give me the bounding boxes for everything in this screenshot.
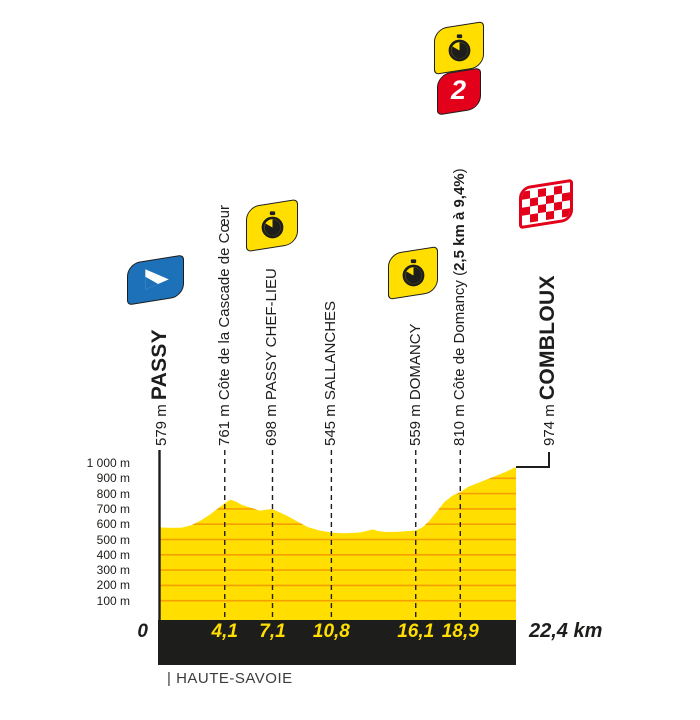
distance-tick-label: 16,1: [397, 621, 435, 642]
distance-bar: [158, 620, 516, 665]
waypoint-label-text: 559 m DOMANCY: [406, 323, 424, 446]
waypoint-label: 545 m SALLANCHES: [321, 301, 341, 446]
distance-tick-label: 4,1: [211, 621, 238, 642]
waypoint-label-text: 579 m: [152, 400, 170, 446]
waypoint-label: 810 m Côte de Domancy (2,5 km à 9,4%): [450, 168, 470, 446]
distance-tick-label: 18,9: [441, 621, 479, 642]
elevation-tick-label: 900 m: [96, 471, 130, 486]
waypoint-label-text: 2,5 km à 9,4%: [451, 173, 469, 271]
waypoint-label: 559 m DOMANCY: [406, 323, 426, 446]
elevation-tick-label: 200 m: [96, 578, 130, 593]
elevation-tick-label: 1 000 m: [86, 456, 130, 470]
waypoint-label-text: PASSY: [147, 329, 171, 401]
chrono-icon: [388, 246, 438, 300]
waypoint-label-text: 974 m: [541, 400, 558, 446]
total-distance-label: 22,4 km: [529, 620, 603, 642]
region-label: | HAUTE-SAVOIE: [167, 670, 293, 687]
elevation-tick-label: 800 m: [96, 486, 130, 501]
stopwatch-glyph: [448, 33, 470, 61]
stopwatch-glyph: [261, 211, 283, 239]
badge-inner: [259, 211, 286, 240]
badge-inner: 2: [451, 75, 467, 105]
checkered-pattern: [522, 185, 570, 223]
waypoint-label: 974 m COMBLOUX: [536, 275, 559, 446]
waypoint-label: 579 m PASSY: [147, 329, 171, 446]
elevation-tick-label: 100 m: [96, 593, 130, 608]
start-flag-icon: [127, 254, 184, 306]
waypoint-label: 761 m Côte de la Cascade de Cœur: [215, 205, 235, 446]
elevation-tick-label: 500 m: [96, 532, 130, 547]
distance-tick-label: 7,1: [259, 621, 286, 642]
elevation-tick-label: 600 m: [96, 517, 130, 532]
waypoint-label-text: 545 m SALLANCHES: [322, 300, 340, 446]
distance-origin-label: 0: [137, 621, 148, 642]
chrono-icon: [246, 198, 298, 253]
waypoint-label-text: 810 m Côte de Domancy (: [451, 270, 469, 446]
badge-inner: [446, 33, 473, 63]
start-triangle-glyph: [144, 269, 169, 290]
chrono-icon: [434, 21, 484, 75]
distance-tick-label: 10,8: [312, 621, 350, 642]
waypoint-label-text: ): [451, 168, 469, 174]
elevation-tick-label: 700 m: [96, 501, 130, 516]
elevation-area-fill: [159, 467, 516, 620]
waypoint-label-text: COMBLOUX: [536, 275, 559, 401]
badge-inner: [400, 258, 427, 288]
elevation-tick-label: 400 m: [96, 547, 130, 562]
waypoint-label-text: 761 m Côte de la Cascade de Cœur: [215, 205, 233, 446]
badge-inner: [522, 182, 570, 226]
stopwatch-glyph: [402, 258, 424, 286]
waypoint-label: 698 m PASSY CHEF-LIEU: [262, 268, 282, 446]
elevation-tick-label: 300 m: [96, 563, 130, 578]
waypoint-label-text: 698 m PASSY CHEF-LIEU: [263, 268, 281, 446]
finish-connector-line: [516, 451, 550, 468]
finish-flag-icon: [519, 178, 573, 230]
badge-inner: [140, 266, 172, 294]
